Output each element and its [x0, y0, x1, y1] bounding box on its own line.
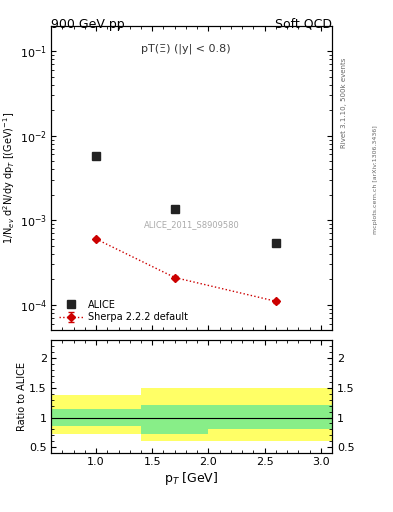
Text: mcplots.cern.ch [arXiv:1306.3436]: mcplots.cern.ch [arXiv:1306.3436]: [373, 125, 378, 233]
Y-axis label: 1/N$_{ev}$ d$^2$N/dy dp$_T$ [(GeV)$^{-1}$]: 1/N$_{ev}$ d$^2$N/dy dp$_T$ [(GeV)$^{-1}…: [1, 112, 17, 244]
Line: ALICE: ALICE: [92, 152, 280, 247]
ALICE: [274, 240, 278, 246]
Text: Soft QCD: Soft QCD: [275, 18, 332, 31]
Y-axis label: Ratio to ALICE: Ratio to ALICE: [17, 362, 26, 431]
Text: 900 GeV pp: 900 GeV pp: [51, 18, 125, 31]
ALICE: [173, 206, 177, 212]
X-axis label: p$_T$ [GeV]: p$_T$ [GeV]: [164, 470, 219, 487]
Legend: ALICE, Sherpa 2.2.2 default: ALICE, Sherpa 2.2.2 default: [56, 296, 191, 326]
Text: Rivet 3.1.10, 500k events: Rivet 3.1.10, 500k events: [341, 57, 347, 147]
ALICE: [94, 153, 98, 159]
Text: pT(Ξ) (|y| < 0.8): pT(Ξ) (|y| < 0.8): [141, 44, 231, 54]
Text: ALICE_2011_S8909580: ALICE_2011_S8909580: [144, 221, 239, 229]
